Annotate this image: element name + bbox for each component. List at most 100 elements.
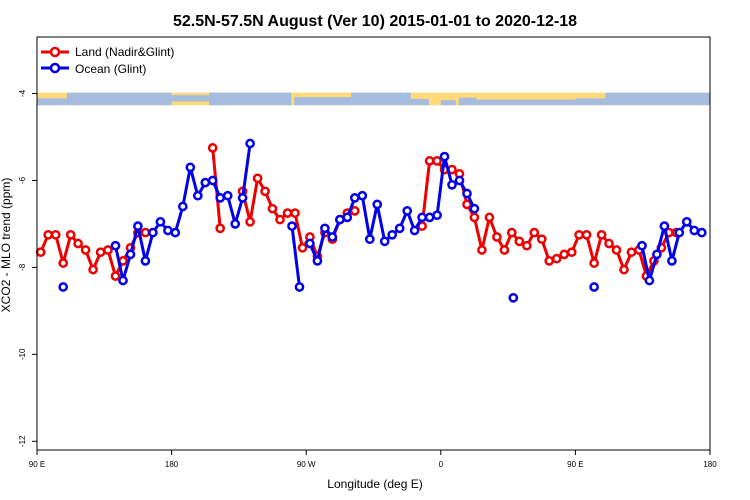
data-point	[499, 245, 510, 255]
data-point	[454, 175, 465, 186]
legend-ocean-marker	[49, 62, 61, 74]
data-point	[619, 264, 629, 275]
data-point	[125, 249, 136, 260]
data-point	[637, 240, 647, 251]
data-point	[581, 229, 592, 240]
data-point	[506, 227, 517, 238]
data-point	[58, 258, 69, 268]
data-point	[260, 186, 270, 197]
y-axis-label: XCO2 - MLO trend (ppm)	[0, 178, 13, 313]
data-point	[424, 156, 435, 166]
data-point	[305, 238, 315, 249]
y-tick-label: -4	[18, 89, 27, 97]
data-point	[417, 212, 427, 223]
data-point	[462, 199, 472, 210]
data-point	[35, 247, 46, 258]
data-point	[372, 199, 383, 210]
data-point	[409, 225, 420, 236]
data-point	[320, 223, 330, 234]
x-axis: 90 E 180 90 W 0 90 E 180	[29, 450, 717, 469]
data-point	[110, 240, 121, 251]
data-point	[394, 223, 405, 234]
data-point	[611, 245, 622, 255]
data-point	[80, 245, 91, 255]
map-strip-ocean	[575, 98, 606, 106]
data-point	[230, 219, 241, 229]
map-strip-ocean	[410, 98, 429, 106]
data-point	[432, 210, 442, 221]
data-point	[312, 256, 323, 266]
data-point	[297, 242, 308, 253]
legend-land-marker	[49, 46, 61, 58]
data-point	[566, 247, 577, 258]
data-point	[604, 238, 614, 249]
y-tick-label: -12	[18, 435, 27, 447]
data-point	[536, 234, 547, 245]
data-point	[342, 212, 353, 223]
chart-title: 52.5N-57.5N August (Ver 10) 2015-01-01 t…	[173, 13, 577, 30]
y-tick-label: -6	[18, 176, 27, 184]
data-point	[364, 234, 375, 245]
data-point	[118, 275, 128, 286]
legend-ocean-label: Ocean (Glint)	[75, 62, 146, 76]
data-point	[133, 221, 143, 231]
data-point	[185, 162, 196, 173]
map-strip-ocean	[351, 92, 411, 106]
x-tick-label: 90 E	[567, 460, 583, 469]
data-point	[58, 282, 69, 292]
data-point	[432, 156, 442, 166]
data-point	[477, 245, 487, 255]
data-point	[170, 227, 181, 238]
data-point	[644, 275, 655, 286]
data-point	[387, 229, 398, 240]
plot-frame	[36, 36, 711, 451]
data-point	[469, 203, 480, 214]
data-point	[544, 256, 555, 266]
map-strip-ocean	[66, 92, 172, 106]
data-point	[192, 190, 203, 201]
y-tick-label: -10	[18, 348, 27, 360]
map-strip-ocean	[440, 100, 456, 106]
map-strip-ocean	[605, 92, 710, 106]
data-point	[252, 173, 263, 184]
data-point	[508, 292, 519, 303]
data-point	[73, 238, 83, 249]
data-point	[290, 208, 300, 218]
data-point	[667, 256, 677, 266]
data-point	[282, 208, 293, 218]
data-point	[163, 225, 173, 236]
map-strip-ocean	[458, 97, 477, 106]
data-point	[589, 282, 599, 292]
data-point	[349, 193, 360, 203]
data-point	[379, 236, 390, 247]
data-point	[245, 138, 255, 149]
map-strip-ocean	[37, 98, 67, 106]
data-point	[551, 253, 562, 264]
data-point	[294, 282, 305, 292]
data-point	[439, 151, 450, 162]
data-point	[103, 245, 113, 255]
map-strip	[37, 92, 710, 106]
data-point	[245, 216, 255, 227]
x-tick-label: 180	[703, 460, 717, 469]
data-point	[514, 236, 525, 247]
data-point	[589, 258, 599, 268]
data-point	[529, 227, 540, 238]
map-strip-ocean	[476, 99, 576, 106]
data-point	[215, 223, 226, 234]
data-point	[652, 249, 662, 260]
data-point	[200, 177, 211, 188]
map-strip-ocean	[208, 92, 292, 106]
data-point	[155, 216, 166, 227]
data-point	[484, 212, 495, 223]
data-point	[335, 214, 345, 225]
data-point	[287, 221, 297, 231]
x-tick-label: 0	[439, 460, 444, 469]
legend: Land (Nadir&Glint) Ocean (Glint)	[41, 45, 174, 76]
series-layer	[35, 138, 707, 303]
data-point	[626, 247, 637, 258]
x-tick-label: 90 W	[297, 460, 316, 469]
map-strip-ocean	[294, 97, 352, 106]
data-point	[95, 247, 106, 258]
